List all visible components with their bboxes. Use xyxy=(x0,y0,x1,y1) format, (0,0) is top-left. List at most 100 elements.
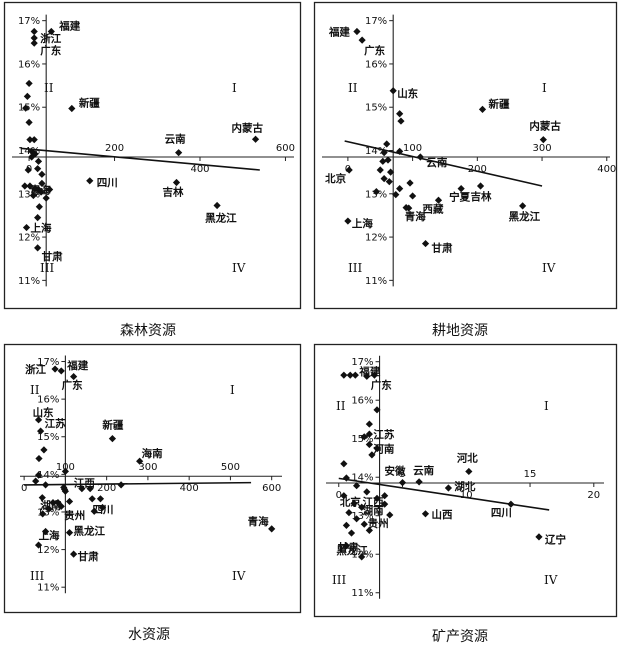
point-label: 河北 xyxy=(457,451,478,464)
point-label: 黑龙江 xyxy=(205,211,237,224)
chart-frame xyxy=(3,343,302,614)
data-point xyxy=(478,105,487,113)
data-point xyxy=(365,430,373,438)
chart-water-svg: 11% 12% 13% 14% 15% 16% 17% 0 100 200 300 400 500 600… xyxy=(3,343,302,614)
data-point xyxy=(415,478,423,486)
data-point xyxy=(37,188,45,196)
y-tick-label: 17% xyxy=(351,357,373,368)
x-tick-label: 600 xyxy=(276,143,295,154)
point-label: 北京 xyxy=(340,496,361,509)
point-label: 山西 xyxy=(431,508,452,521)
quadrant-label: I xyxy=(230,383,235,397)
data-point xyxy=(340,371,348,379)
x-tick-label: 300 xyxy=(532,143,551,154)
data-point xyxy=(397,117,405,125)
point-label: 新疆 xyxy=(102,419,123,432)
data-point xyxy=(34,157,43,165)
x-tick-label: 400 xyxy=(190,164,209,175)
y-tick-label: 11% xyxy=(365,276,387,287)
data-point xyxy=(340,492,348,500)
y-tick-label: 16% xyxy=(18,59,40,70)
quadrant-label: III xyxy=(30,569,44,583)
data-point xyxy=(340,460,348,468)
x-tick-label: 200 xyxy=(105,143,124,154)
point-label: 甘肃 xyxy=(432,242,453,255)
data-point xyxy=(61,467,69,475)
point-label: 上海 xyxy=(31,222,52,235)
data-point xyxy=(38,170,46,178)
data-point xyxy=(38,179,46,188)
data-point xyxy=(26,136,34,144)
quadrant-label: IV xyxy=(542,261,556,275)
data-point xyxy=(465,467,473,476)
quadrant-label: I xyxy=(544,399,549,413)
quadrant-label: II xyxy=(336,399,346,413)
data-point xyxy=(358,553,366,561)
data-point xyxy=(68,104,76,113)
point-label: 福建 xyxy=(58,19,80,32)
point-label: 甘肃 xyxy=(78,550,99,563)
y-tick-label: 12% xyxy=(365,233,387,244)
data-point xyxy=(535,533,543,541)
data-point xyxy=(358,503,366,511)
data-point xyxy=(57,367,65,375)
chart-caption: 森林资源 xyxy=(120,323,176,339)
point-label: 四川 xyxy=(491,507,512,519)
x-tick-label: 400 xyxy=(180,483,199,494)
trend-line xyxy=(24,481,252,486)
data-point xyxy=(22,104,30,112)
quadrant-label: III xyxy=(348,261,362,275)
data-point xyxy=(23,92,31,101)
data-point xyxy=(88,495,96,503)
data-point xyxy=(346,371,354,379)
data-point xyxy=(396,184,404,193)
data-point xyxy=(342,521,351,529)
quadrant-label: IV xyxy=(232,261,246,275)
data-point xyxy=(86,177,94,185)
quadrant-label: I xyxy=(542,81,547,95)
trend-line xyxy=(344,140,543,187)
point-label: 青海 xyxy=(30,183,51,196)
data-point xyxy=(213,201,221,210)
point-label: 吉林 xyxy=(471,190,492,203)
data-point xyxy=(175,149,183,157)
data-point xyxy=(25,79,33,88)
data-point xyxy=(386,511,394,519)
data-point xyxy=(40,446,48,454)
point-label: 辽宁 xyxy=(545,533,566,546)
data-point xyxy=(42,194,50,202)
trend-line xyxy=(20,147,260,171)
quadrant-label: II xyxy=(44,81,54,95)
data-point xyxy=(476,182,485,190)
point-label: 新疆 xyxy=(79,97,100,110)
x-tick-label: 200 xyxy=(97,483,116,494)
y-tick-label: 14% xyxy=(365,146,387,157)
point-label: 江西 xyxy=(363,496,384,509)
data-point xyxy=(385,178,393,186)
data-point xyxy=(30,39,38,47)
x-tick-label: 400 xyxy=(597,164,616,175)
y-tick-label: 14% xyxy=(37,470,59,481)
point-label: 黑龙江 xyxy=(509,210,541,223)
point-label: 内蒙古 xyxy=(529,120,561,133)
point-label: 浙江 xyxy=(25,363,46,376)
point-label: 上海 xyxy=(39,529,60,542)
x-tick-label: 0 xyxy=(21,483,27,494)
point-label: 湖南 xyxy=(40,499,61,512)
data-point xyxy=(409,192,417,200)
data-point xyxy=(78,485,86,493)
data-point xyxy=(35,454,43,463)
point-label: 广东 xyxy=(62,379,83,392)
point-label: 云南 xyxy=(413,464,434,477)
data-point xyxy=(41,481,50,489)
data-point xyxy=(26,182,34,190)
data-point xyxy=(379,157,387,165)
data-point xyxy=(96,495,105,503)
point-label: 湖北 xyxy=(454,480,475,493)
data-point xyxy=(61,487,69,495)
data-point xyxy=(34,244,42,252)
data-point xyxy=(363,488,371,496)
data-point xyxy=(358,36,366,44)
data-point xyxy=(34,165,42,173)
